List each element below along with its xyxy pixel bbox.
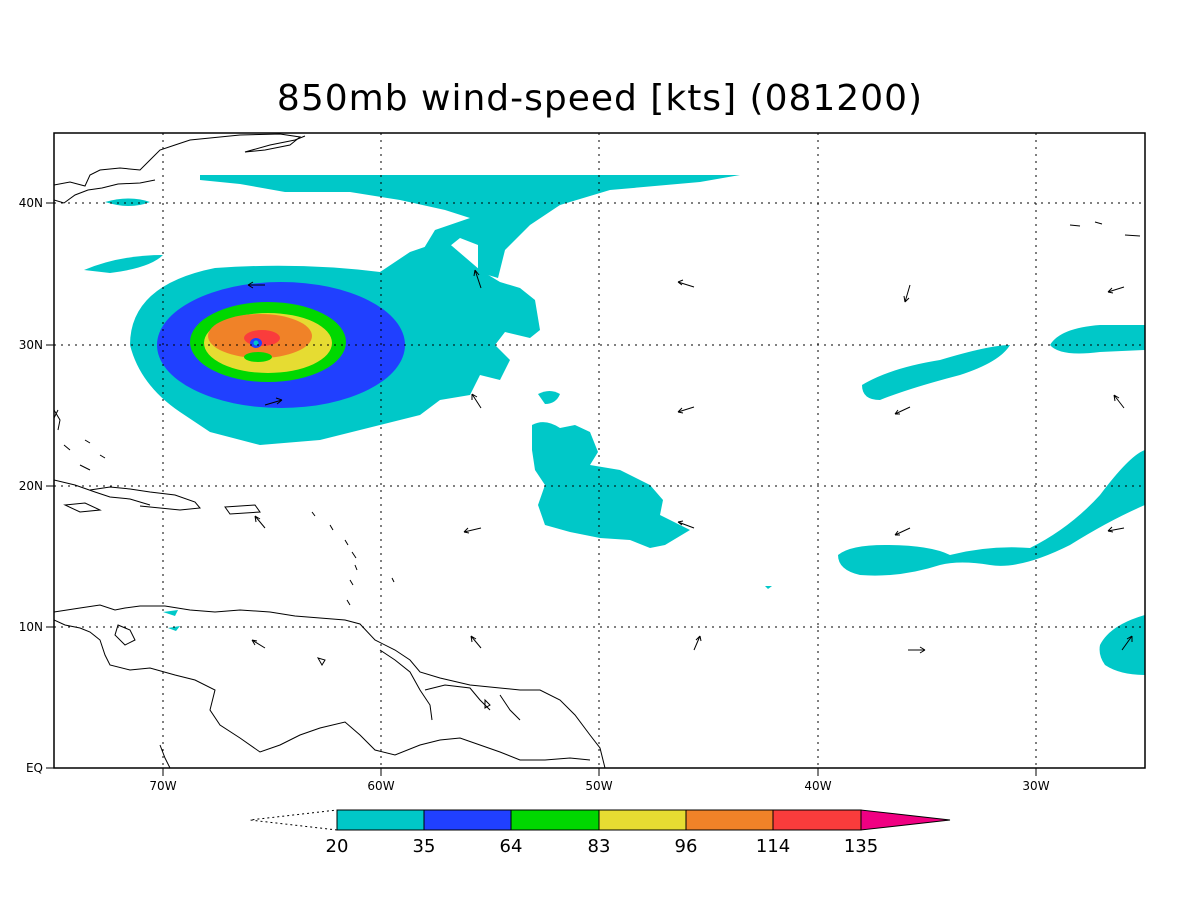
lon-tick-label: 30W bbox=[1022, 779, 1049, 793]
wind-arrow bbox=[1107, 286, 1125, 294]
coastline-hispaniola bbox=[89, 486, 201, 511]
coastline-amazon bbox=[484, 698, 491, 709]
wind-arrow bbox=[254, 515, 266, 529]
contour-layer bbox=[84, 175, 1145, 675]
wind-arrow bbox=[473, 269, 482, 289]
coastline-layer bbox=[54, 133, 1141, 768]
lat-tick-label: 40N bbox=[19, 196, 43, 210]
colorbar-low-triangle bbox=[249, 809, 338, 831]
wind-contour-20-patch bbox=[168, 626, 180, 631]
colorbar-label: 83 bbox=[588, 836, 611, 857]
wind-arrow bbox=[463, 527, 482, 534]
wind-contour-20-patch bbox=[163, 610, 178, 616]
colorbar-high-triangle bbox=[860, 809, 951, 831]
wind-contour-20-patch bbox=[532, 422, 690, 548]
wind-arrow bbox=[247, 281, 265, 289]
wind-contour-114 bbox=[244, 330, 280, 346]
wind-contour-20-north-band bbox=[200, 175, 740, 278]
lat-tick-label: 30N bbox=[19, 338, 43, 352]
colorbar-label: 20 bbox=[326, 836, 349, 857]
map-title: 850mb wind-speed [kts] (081200) bbox=[276, 78, 924, 119]
lon-tick-label: 60W bbox=[367, 779, 394, 793]
storm-eye bbox=[253, 340, 259, 346]
colorbar-label: 114 bbox=[756, 836, 790, 857]
wind-contour-20-band bbox=[862, 345, 1010, 400]
wind-arrow bbox=[1113, 394, 1125, 409]
coastline-puerto-rico bbox=[224, 504, 261, 515]
coastline-cuba bbox=[54, 479, 151, 506]
wind-arrow bbox=[1107, 526, 1125, 533]
wind-arrow bbox=[251, 639, 266, 649]
lat-tick-label: EQ bbox=[26, 761, 43, 775]
lon-tick-label: 40W bbox=[804, 779, 831, 793]
wind-arrow bbox=[903, 284, 911, 303]
lon-tick-label: 70W bbox=[149, 779, 176, 793]
coastline-bahamas bbox=[63, 439, 106, 471]
map-grid bbox=[54, 133, 1145, 768]
wind-contour-20-band bbox=[1050, 325, 1145, 354]
colorbar-swatch-114-135 bbox=[772, 809, 862, 831]
coastline-guyana-border bbox=[379, 649, 521, 721]
wind-contour-20-patch bbox=[538, 391, 560, 404]
lon-tick-labels: 70W 60W 50W 40W 30W bbox=[149, 779, 1049, 793]
coastline-cape-verde bbox=[1069, 221, 1141, 237]
wind-arrow bbox=[470, 635, 482, 649]
wind-contour-20-patch bbox=[765, 586, 772, 589]
coastline-central-america bbox=[159, 744, 171, 768]
coastline-south-america bbox=[54, 604, 606, 768]
colorbar-label: 35 bbox=[413, 836, 436, 857]
wind-arrow bbox=[693, 635, 702, 651]
coastline-nova-scotia bbox=[244, 135, 306, 153]
wind-contour-20-patch bbox=[105, 198, 150, 206]
coastline-trinidad bbox=[316, 657, 326, 666]
wind-contour-20-patch bbox=[84, 255, 163, 273]
colorbar-swatch-96-114 bbox=[685, 809, 774, 831]
coastline-lake-maracaibo bbox=[114, 624, 136, 646]
wind-arrow bbox=[908, 646, 926, 654]
wind-contour-20-band bbox=[838, 450, 1145, 576]
wind-arrow bbox=[677, 279, 695, 288]
wind-arrow bbox=[264, 397, 283, 406]
coastline-lesser-antilles bbox=[311, 511, 395, 606]
wind-arrow bbox=[894, 527, 911, 536]
coastline-jamaica bbox=[63, 502, 102, 513]
lat-tick-label: 10N bbox=[19, 620, 43, 634]
colorbar-label: 64 bbox=[500, 836, 523, 857]
colorbar-label: 96 bbox=[675, 836, 698, 857]
colorbar-swatch-35-64 bbox=[423, 809, 512, 831]
coastline-north-america bbox=[54, 133, 302, 204]
colorbar: 20 35 64 83 96 114 135 bbox=[249, 809, 951, 857]
wind-arrow bbox=[1121, 635, 1133, 651]
wind-contour-20-patch bbox=[1099, 615, 1145, 675]
wind-arrow bbox=[677, 406, 695, 414]
wind-arrow bbox=[894, 406, 911, 415]
lat-tick-label: 20N bbox=[19, 479, 43, 493]
wind-arrow bbox=[677, 520, 695, 529]
wind-vector-layer bbox=[53, 269, 1133, 654]
colorbar-swatch-64-83 bbox=[510, 809, 600, 831]
colorbar-label: 135 bbox=[844, 836, 878, 857]
wind-contour-64-eye-ring bbox=[244, 352, 272, 362]
wind-arrow bbox=[471, 393, 482, 409]
lon-tick-label: 50W bbox=[585, 779, 612, 793]
axis-ticks bbox=[46, 202, 1037, 776]
colorbar-swatch-20-35 bbox=[336, 809, 425, 831]
colorbar-swatch-83-96 bbox=[598, 809, 687, 831]
lat-tick-labels: EQ 10N 20N 30N 40N bbox=[19, 196, 43, 775]
